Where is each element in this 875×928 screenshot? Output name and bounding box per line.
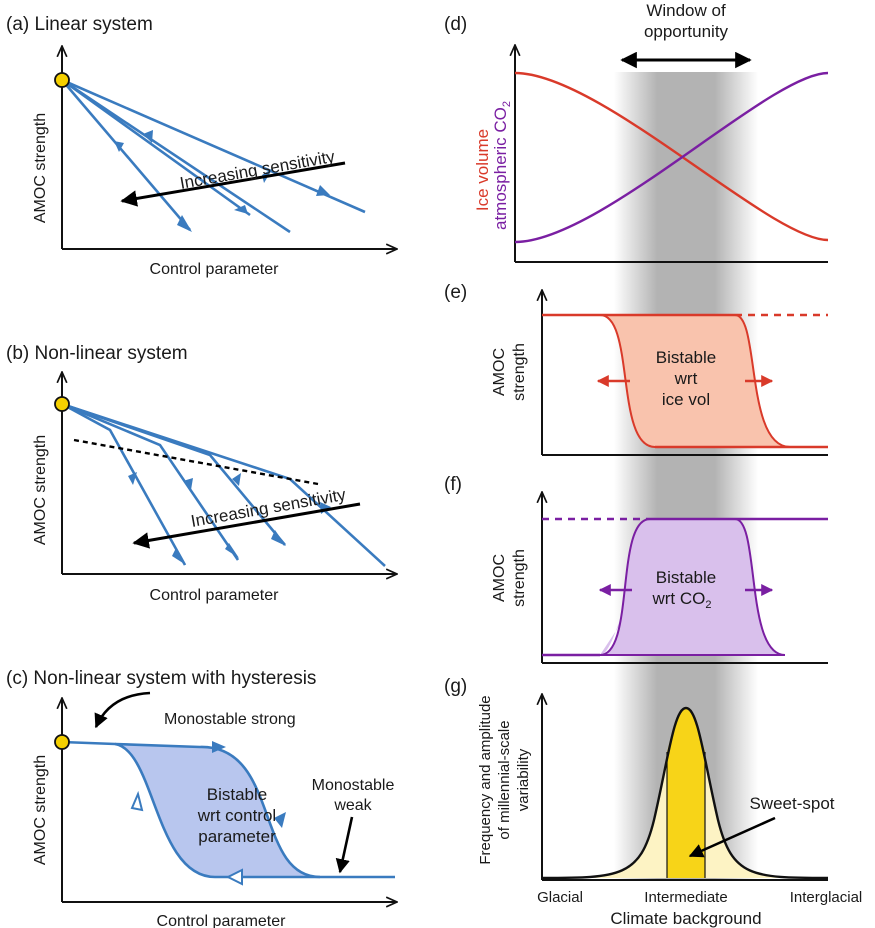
panel-f-box-2: wrt CO2 (651, 589, 711, 611)
panel-a-line-4 (61, 78, 366, 214)
panel-b-line-2 (61, 402, 240, 561)
panel-f-letter: (f) (444, 474, 462, 495)
panel-e-box-2: wrt (674, 369, 698, 388)
panel-g-sweet-spot-fill (667, 708, 705, 878)
panel-g-bell-curve (541, 706, 829, 880)
panel-c-arrow-top (212, 741, 226, 753)
panel-b-arrow-6 (271, 530, 286, 546)
panel-f: (f) Bistable wrt CO2 AMOC strength (444, 474, 828, 664)
panel-a-arrow-2 (177, 215, 192, 232)
panel-a-y-label: AMOC strength (32, 113, 49, 223)
panel-e-letter: (e) (444, 282, 467, 303)
panel-a: (a) Linear system Increasing sensitivity… (6, 14, 397, 278)
panel-c-mono-strong: Monostable strong (164, 711, 296, 728)
panel-b-arrow-5 (232, 473, 241, 486)
panel-a-arrow-6 (316, 185, 330, 196)
panel-a-x-label: Control parameter (150, 261, 280, 278)
panel-g-tick-intermediate: Intermediate (644, 889, 727, 906)
panel-d: (d) Ice volume atmospheric CO2 (444, 14, 829, 263)
panel-a-sensitivity-arrow (120, 161, 346, 207)
panel-a-arrow-1 (114, 141, 124, 152)
panel-g-x-label: Climate background (610, 909, 761, 928)
panel-b-line-4 (61, 402, 386, 567)
panel-g-sweet-spot-arrow (688, 816, 776, 858)
panel-d-ylabel-co2-sub: 2 (501, 101, 513, 107)
panel-b-arrow-2 (172, 548, 186, 565)
panel-b-y-label: AMOC strength (32, 435, 49, 545)
panel-c-title: (c) Non-linear system with hysteresis (6, 668, 316, 689)
panel-a-arrow-3 (143, 130, 153, 143)
panel-b-threshold-dashed (73, 438, 319, 486)
panel-g-sweet-spot-label: Sweet-spot (749, 794, 834, 813)
panel-b-arrow-4 (225, 543, 239, 558)
window-label-1: Window of (646, 1, 726, 20)
panel-b-arrow-1 (128, 472, 137, 485)
panel-g-letter: (g) (444, 676, 467, 697)
panel-d-ylabel-ice: Ice volume (473, 129, 492, 211)
panel-b-sensitivity-arrow (132, 502, 361, 549)
panel-c-arrow-right (274, 812, 286, 828)
panel-d-ylabel-co2: atmospheric CO2 (491, 101, 513, 230)
panel-b-x-label: Control parameter (150, 587, 280, 604)
panel-c: (c) Non-linear system with hysteresis Mo… (6, 668, 397, 928)
panel-a-line-1 (61, 79, 191, 231)
panel-b-start-point (54, 396, 70, 412)
panel-f-box-sub: 2 (705, 599, 711, 611)
panel-c-y-label: AMOC strength (32, 755, 49, 865)
panel-e-box-1: Bistable (656, 348, 716, 367)
panel-f-box-1: Bistable (656, 568, 716, 587)
panel-b-title: (b) Non-linear system (6, 343, 188, 364)
panel-c-bistable-1: Bistable (207, 785, 267, 804)
panel-g-tick-glacial: Glacial (537, 889, 583, 906)
panel-g-ylabel-3: variability (515, 748, 532, 811)
panel-e-ylabel-1: AMOC (491, 348, 508, 396)
panel-c-strong-arrow (94, 691, 151, 729)
panel-f-ylabel-2: strength (511, 549, 528, 607)
panel-g-ylabel-2: of millennial-scale (496, 720, 513, 839)
panel-e: (e) Bistable wrt ice vol AMOC strength (444, 282, 828, 456)
panel-d-ylabel-co2-text: atmospheric CO (491, 107, 510, 230)
panel-c-mono-weak-1: Monostable (312, 777, 395, 794)
panel-c-arrow-bottom (225, 868, 243, 886)
panel-c-bistable-region (62, 742, 320, 877)
panel-f-ylabel-1: AMOC (491, 554, 508, 602)
panel-a-line-2 (61, 78, 251, 217)
panel-c-start-point (54, 734, 70, 750)
panel-c-lower-branch (61, 740, 395, 879)
panel-f-box-2-text: wrt CO (651, 589, 705, 608)
panel-c-x-label: Control parameter (157, 913, 287, 928)
panel-a-line-3 (61, 78, 291, 234)
panel-c-arrow-left (130, 790, 144, 812)
panel-b-line-1 (61, 402, 187, 566)
panel-e-ylabel-2: strength (511, 343, 528, 401)
panel-a-arrow-4 (234, 205, 248, 214)
co2-curve (514, 71, 829, 244)
window-label-2: opportunity (644, 22, 729, 41)
panel-a-start-point (54, 72, 70, 88)
panel-c-mono-weak-2: weak (333, 797, 372, 814)
panel-d-letter: (d) (444, 14, 467, 35)
panel-g: (g) Sweet-spot Glacial Intermediate Inte… (444, 676, 862, 928)
panel-c-bistable-2: wrt control (197, 806, 276, 825)
panel-e-box-3: ice vol (662, 390, 710, 409)
panel-c-bistable-3: parameter (198, 827, 276, 846)
panel-b: (b) Non-linear system Increasing sensiti… (6, 343, 397, 604)
panel-c-weak-arrow (335, 816, 354, 874)
panel-b-arrow-3 (183, 478, 193, 490)
panel-a-title: (a) Linear system (6, 14, 153, 35)
panel-g-tick-interglacial: Interglacial (790, 889, 863, 906)
panel-g-ylabel-1: Frequency and amplitude (477, 695, 494, 864)
